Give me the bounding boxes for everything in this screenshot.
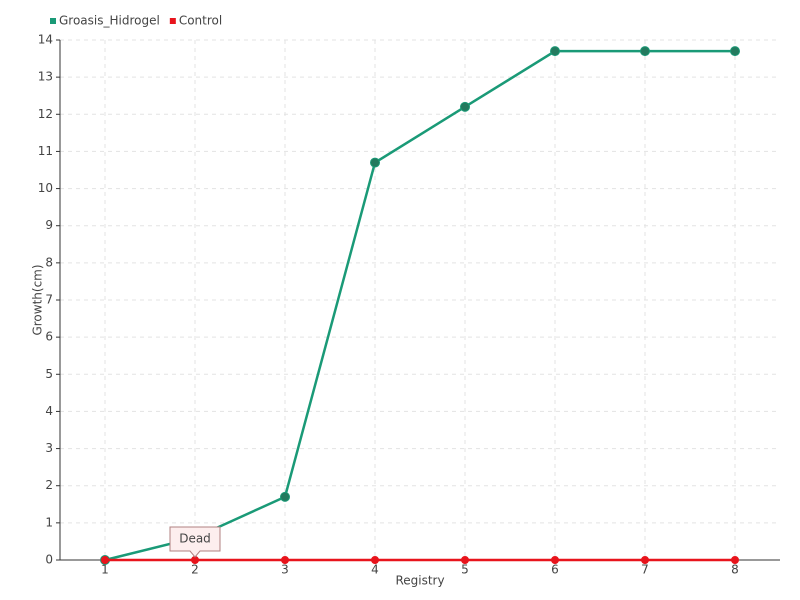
data-point [550,46,560,57]
data-point [371,556,379,564]
series-line [104,49,735,562]
y-tick-label: 9 [45,218,53,232]
x-tick-label: 2 [191,563,199,577]
x-tick-label: 6 [551,563,559,577]
legend-label: Control [179,14,222,28]
y-tick-label: 4 [45,404,53,418]
data-point [461,556,469,564]
data-point [551,556,559,564]
data-point [281,556,289,564]
y-tick-label: 14 [38,33,53,47]
legend-swatch [50,18,56,24]
data-point [460,101,470,112]
y-tick-label: 2 [45,478,53,492]
data-point [640,46,650,57]
y-tick-label: 1 [45,515,53,529]
data-point [641,556,649,564]
annotation: Dead [169,526,221,558]
y-tick-label: 3 [45,441,53,455]
y-tick-label: 13 [38,70,53,84]
x-tick-label: 5 [461,563,469,577]
data-point [730,46,740,57]
data-point [731,556,739,564]
legend-swatch [169,18,176,24]
data-point [280,491,290,502]
x-tick-label: 8 [731,563,739,577]
x-tick-label: 4 [371,563,379,577]
x-axis-label: Registry [395,574,444,588]
data-point [370,157,380,168]
data-point [101,556,109,564]
x-tick-label: 1 [101,563,109,577]
y-tick-label: 6 [45,330,53,344]
y-tick-label: 0 [45,553,53,567]
x-tick-label: 3 [281,563,289,577]
y-axis-label: Growth(cm) [31,264,45,335]
y-tick-label: 7 [45,293,53,307]
y-tick-label: 8 [45,255,53,269]
y-tick-label: 5 [45,367,53,381]
legend-label: Groasis_Hidrogel [59,14,160,28]
annotation-box [169,526,221,558]
x-tick-label: 7 [641,563,649,577]
annotation-text: Dead [179,532,211,546]
y-tick-label: 12 [38,107,53,121]
y-tick-label: 11 [38,144,53,158]
y-tick-label: 10 [38,181,53,195]
